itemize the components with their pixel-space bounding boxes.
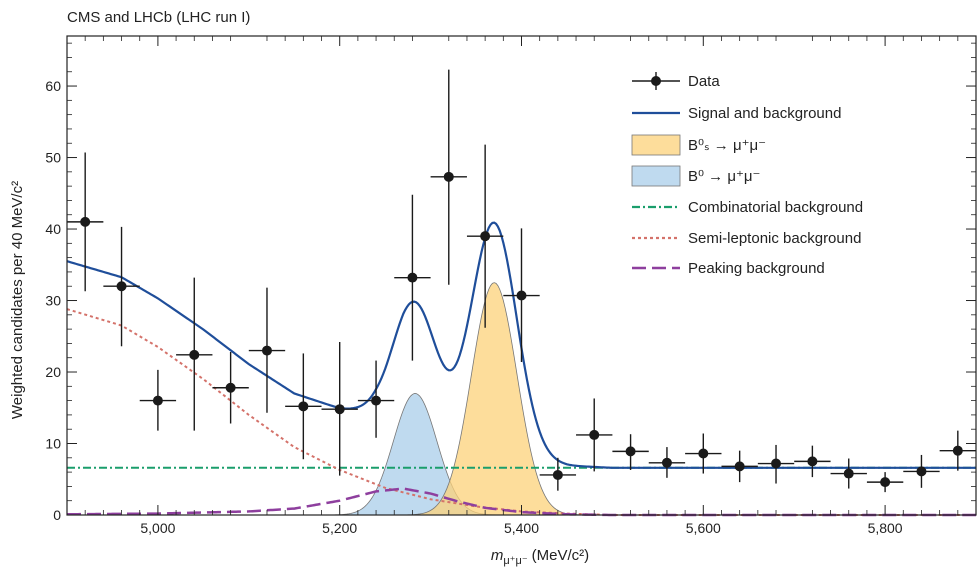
data-marker (807, 456, 818, 467)
x-tick-label: 5,600 (686, 520, 721, 536)
y-tick-label: 20 (45, 364, 61, 380)
y-tick-label: 10 (45, 436, 61, 452)
data-marker (916, 466, 927, 477)
data-marker (371, 395, 382, 406)
data-point (212, 351, 249, 424)
x-tick-label: 5,400 (504, 520, 539, 536)
data-point (139, 369, 177, 431)
y-tick-label: 40 (45, 221, 61, 237)
data-marker (552, 469, 563, 480)
legend-swatch (631, 134, 681, 156)
chart-title: CMS and LHCb (LHC run I) (67, 9, 250, 26)
x-axis-symbol: m (491, 547, 504, 564)
data-point (285, 353, 322, 460)
data-marker (661, 457, 672, 468)
data-marker (480, 231, 491, 242)
legend-item-bs: B⁰ₛ → μ⁺μ⁻ (631, 134, 766, 156)
data-point (648, 447, 686, 478)
data-point (757, 444, 795, 484)
axes: 5,000 5,200 5,400 5,600 5,800 0 10 20 30 40 50 60 (45, 36, 976, 536)
y-tick-label: 30 (45, 293, 61, 309)
data-point (794, 445, 831, 478)
legend-item-combinatorial: Combinatorial background (632, 199, 863, 216)
legend-label: Signal and background (688, 105, 841, 122)
data-point (430, 69, 467, 285)
legend-item-peaking: Peaking background (632, 260, 825, 277)
data-marker (843, 468, 854, 479)
data-point (721, 450, 758, 483)
legend-item-signal-background: Signal and background (632, 105, 841, 122)
data-marker (771, 458, 782, 469)
data-marker (880, 477, 891, 488)
legend-label: B⁰ₛ → μ⁺μ⁻ (688, 137, 766, 154)
legend-label: Data (688, 73, 720, 90)
data-marker (734, 461, 745, 472)
x-axis-subscript: μ⁺μ⁻ (503, 555, 527, 567)
data-marker (698, 448, 709, 459)
x-tick-label: 5,800 (868, 520, 903, 536)
legend-swatch (631, 165, 681, 187)
y-tick-label: 50 (45, 150, 61, 166)
x-axis-label: mμ⁺μ⁻ (MeV/c²) (491, 547, 589, 567)
data-point (612, 434, 649, 470)
legend-label: Combinatorial background (688, 199, 863, 216)
data-marker (334, 404, 345, 415)
data-point (248, 287, 286, 413)
data-points (67, 69, 976, 493)
data-marker (116, 281, 127, 292)
legend-data-marker (651, 76, 661, 86)
data-marker (261, 345, 272, 356)
x-axis-unit: (MeV/c²) (532, 547, 590, 564)
y-tick-label: 60 (45, 78, 61, 94)
data-point (394, 194, 431, 361)
legend-label: B⁰ → μ⁺μ⁻ (688, 168, 760, 185)
data-point (176, 277, 213, 431)
legend-label: Semi-leptonic background (688, 230, 861, 247)
data-point (103, 226, 140, 347)
legend-label: Peaking background (688, 260, 825, 277)
data-point (866, 472, 904, 493)
data-marker (516, 290, 527, 301)
data-marker (625, 446, 636, 457)
data-point (67, 152, 104, 292)
data-point (539, 457, 577, 491)
y-tick-label: 0 (53, 507, 61, 523)
data-marker (225, 382, 236, 393)
data-marker (407, 272, 418, 283)
y-axis-label: Weighted candidates per 40 MeV/c² (9, 181, 26, 419)
legend-item-semileptonic: Semi-leptonic background (632, 230, 861, 247)
data-point (503, 228, 540, 363)
data-marker (589, 429, 600, 440)
x-tick-label: 5,200 (322, 520, 357, 536)
data-point (939, 430, 976, 471)
data-point (903, 454, 940, 488)
data-marker (152, 395, 163, 406)
legend: Data Signal and background B⁰ₛ → μ⁺μ⁻ B⁰ → … (631, 72, 863, 277)
data-point (466, 144, 504, 328)
data-point (357, 360, 395, 438)
data-marker (189, 349, 200, 360)
data-marker (443, 171, 454, 182)
data-marker (80, 216, 91, 227)
data-marker (298, 401, 309, 412)
legend-item-b0: B⁰ → μ⁺μ⁻ (631, 165, 760, 187)
data-point (576, 398, 613, 472)
data-marker (952, 445, 963, 456)
legend-item-data: Data (632, 72, 720, 90)
x-tick-label: 5,000 (140, 520, 175, 536)
data-point (830, 458, 867, 489)
data-point (685, 433, 722, 474)
data-point (321, 341, 358, 476)
